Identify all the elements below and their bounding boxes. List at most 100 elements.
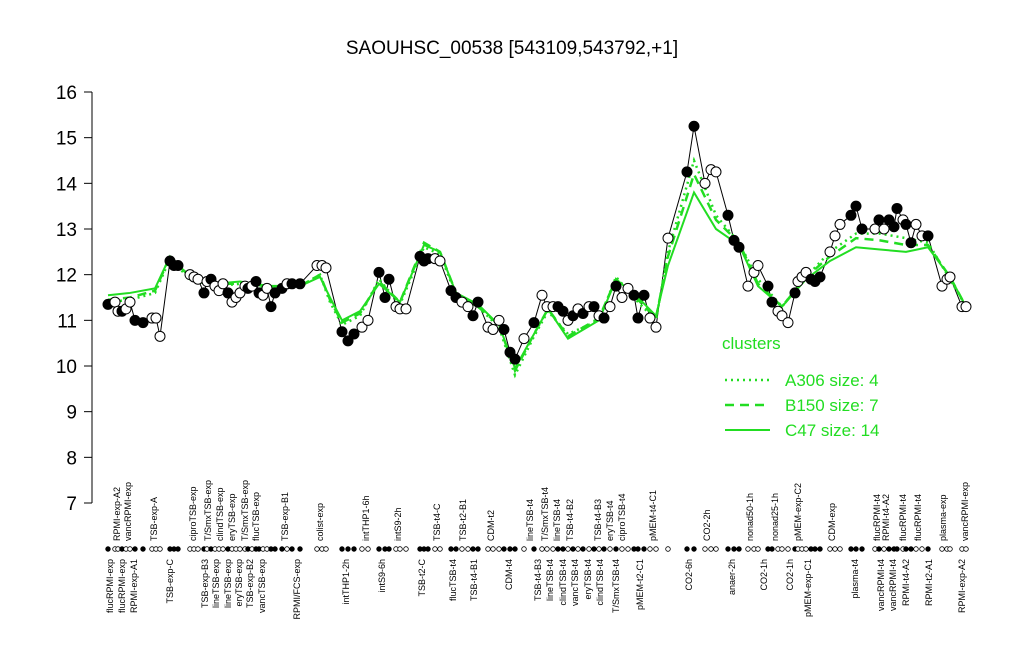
sample-dot (963, 546, 969, 552)
sample-dot (596, 546, 602, 552)
sample-dot (140, 546, 146, 552)
data-point (814, 271, 826, 283)
data-point (873, 214, 885, 226)
data-point (891, 202, 903, 214)
sample-dot (570, 546, 576, 552)
sample-dot (397, 546, 403, 552)
data-point (536, 289, 548, 301)
sample-dot (175, 546, 181, 552)
sample-dot (490, 546, 496, 552)
sample-dot (745, 546, 751, 552)
data-point (681, 166, 693, 178)
sample-label: clindTSB-t4 (558, 559, 568, 606)
sample-label: clindTSB-t4 (595, 559, 605, 606)
sample-label: vancRPMI-exp (960, 482, 970, 541)
sample-dot (448, 546, 454, 552)
sample-label: lineTSB-t4 (545, 559, 555, 601)
sample-label: eryTSB-t4 (583, 559, 593, 600)
sample-label: flucRPMI-exp (105, 559, 115, 613)
data-point (644, 312, 656, 324)
sample-dot (470, 546, 476, 552)
sample-dot (702, 546, 708, 552)
sample-dot (607, 546, 613, 552)
sample-dot (731, 546, 737, 552)
sample-dot (560, 546, 566, 552)
sample-dot (359, 546, 365, 552)
data-point (462, 301, 474, 313)
data-point (472, 296, 484, 308)
data-point (829, 230, 841, 242)
data-point (150, 312, 162, 324)
sample-label: lineTSB-t4 (525, 499, 535, 541)
sample-dot (832, 546, 838, 552)
data-point (622, 282, 634, 294)
data-point (348, 328, 360, 340)
sample-dot (591, 546, 597, 552)
sample-dot (881, 546, 887, 552)
y-tick-label: 7 (66, 494, 77, 515)
y-tick-label: 16 (56, 83, 77, 104)
sample-dot (127, 546, 133, 552)
data-point (373, 266, 385, 278)
sample-dot (507, 546, 513, 552)
data-point (400, 303, 412, 315)
sample-label: CO2-6h (684, 559, 694, 591)
sample-label: TSB-exp-A (149, 497, 159, 541)
data-point (752, 260, 764, 272)
data-point (577, 307, 589, 319)
data-point (638, 289, 650, 301)
y-tick-label: 12 (56, 266, 77, 287)
sample-label: nonad25-1h (770, 493, 780, 541)
sample-label: RPMI/FCS-exp (292, 559, 302, 620)
sample-dot (925, 546, 931, 552)
chart-title: SAOUHSC_00538 [543109,543792,+1] (346, 38, 678, 59)
sample-label: flucRPMI-t4 (872, 494, 882, 541)
data-point (688, 120, 700, 132)
data-point (137, 317, 149, 329)
legend-label: A306 size: 4 (785, 371, 879, 390)
sample-dot (736, 546, 742, 552)
data-point (336, 326, 348, 338)
data-point (604, 301, 616, 313)
sample-dot (580, 546, 586, 552)
data-point (487, 323, 499, 335)
data-point (434, 255, 446, 267)
sample-label: intS9-2h (393, 507, 403, 541)
sample-label: TSB-t2-C (417, 559, 427, 597)
sample-label: TSB-exp-B2 (245, 559, 255, 608)
data-point (154, 330, 166, 342)
sample-dot (665, 546, 671, 552)
sample-dot (769, 546, 775, 552)
data-point (383, 273, 395, 285)
sample-dot (691, 546, 697, 552)
sample-label: flucTSB-exp (251, 492, 261, 541)
sample-label: colist-exp (315, 503, 325, 541)
sample-dot (521, 546, 527, 552)
sample-dot (105, 546, 111, 552)
sample-label: vancRPMI-t4 (876, 559, 886, 611)
sample-dot (919, 546, 925, 552)
sample-label: TSB-t4-B3 (593, 499, 603, 541)
sample-dot (812, 546, 818, 552)
data-point (910, 218, 922, 230)
sample-label: intS9-6h (377, 559, 387, 593)
sample-dot (653, 546, 659, 552)
sample-label: RPMI-t4-A2 (881, 494, 891, 541)
y-tick-label: 13 (56, 220, 77, 241)
data-point (467, 310, 479, 322)
sample-label: RPMI-exp-A2 (957, 559, 967, 613)
sample-label: pMEM-t4-C1 (648, 490, 658, 541)
sample-dot (913, 546, 919, 552)
sample-dot (848, 546, 854, 552)
sample-dot (314, 546, 320, 552)
data-point (944, 271, 956, 283)
sample-dot (853, 546, 859, 552)
sample-dot (586, 546, 592, 552)
sample-dot (817, 546, 823, 552)
data-point (528, 317, 540, 329)
data-point (628, 289, 640, 301)
data-point (960, 301, 972, 313)
sample-label: pMEM-t2-C1 (635, 559, 645, 610)
data-point (294, 278, 306, 290)
sample-dot (625, 546, 631, 552)
